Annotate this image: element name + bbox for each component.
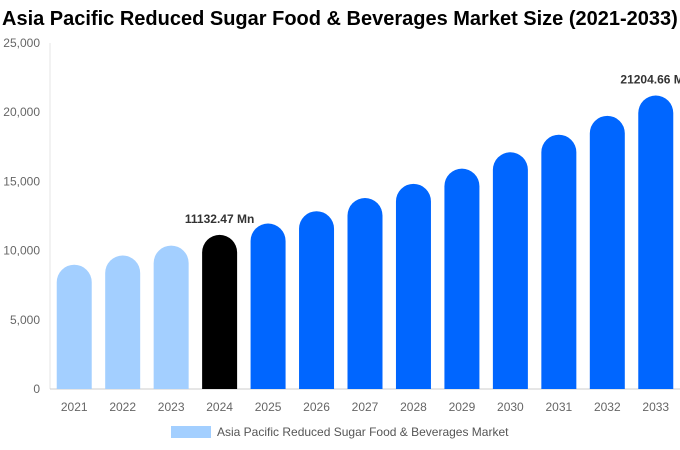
legend: Asia Pacific Reduced Sugar Food & Bevera… — [171, 425, 508, 439]
x-tick-label: 2030 — [497, 400, 524, 414]
x-tick-label: 2026 — [303, 400, 330, 414]
x-tick-label: 2028 — [400, 400, 427, 414]
data-label-2024: 11132.47 Mn — [185, 212, 254, 226]
bar-2029 — [444, 168, 480, 389]
bar-2030 — [492, 152, 528, 389]
x-tick-label: 2025 — [255, 400, 282, 414]
bar-2028 — [395, 183, 431, 389]
bar-2024 — [202, 234, 238, 389]
y-tick-label: 20,000 — [3, 105, 40, 119]
y-tick-label: 0 — [33, 382, 40, 396]
x-tick-label: 2022 — [109, 400, 136, 414]
chart-title: Asia Pacific Reduced Sugar Food & Bevera… — [2, 8, 678, 30]
bar-2027 — [347, 198, 383, 389]
y-tick-label: 25,000 — [3, 36, 40, 50]
x-tick-label: 2027 — [352, 400, 379, 414]
bar-2025 — [250, 223, 286, 389]
bar-2026 — [299, 211, 335, 389]
bar-2021 — [56, 264, 92, 389]
bar-2031 — [541, 134, 577, 389]
y-tick-label: 5,000 — [10, 313, 40, 327]
bar-2023 — [153, 245, 189, 389]
x-tick-label: 2024 — [206, 400, 233, 414]
data-label-2033: 21204.66 Mn — [620, 73, 680, 87]
x-tick-label: 2033 — [642, 400, 669, 414]
x-tick-label: 2029 — [449, 400, 476, 414]
y-tick-label: 10,000 — [3, 244, 40, 258]
bar-2033 — [638, 95, 674, 390]
legend-swatch — [171, 426, 211, 438]
x-tick-label: 2032 — [594, 400, 621, 414]
legend-label: Asia Pacific Reduced Sugar Food & Bevera… — [217, 425, 509, 439]
x-tick-label: 2023 — [158, 400, 185, 414]
y-tick-label: 15,000 — [3, 174, 40, 188]
x-tick-label: 2031 — [545, 400, 572, 414]
bar-2022 — [105, 255, 141, 389]
bar-2032 — [589, 115, 625, 390]
x-tick-label: 2021 — [61, 400, 88, 414]
